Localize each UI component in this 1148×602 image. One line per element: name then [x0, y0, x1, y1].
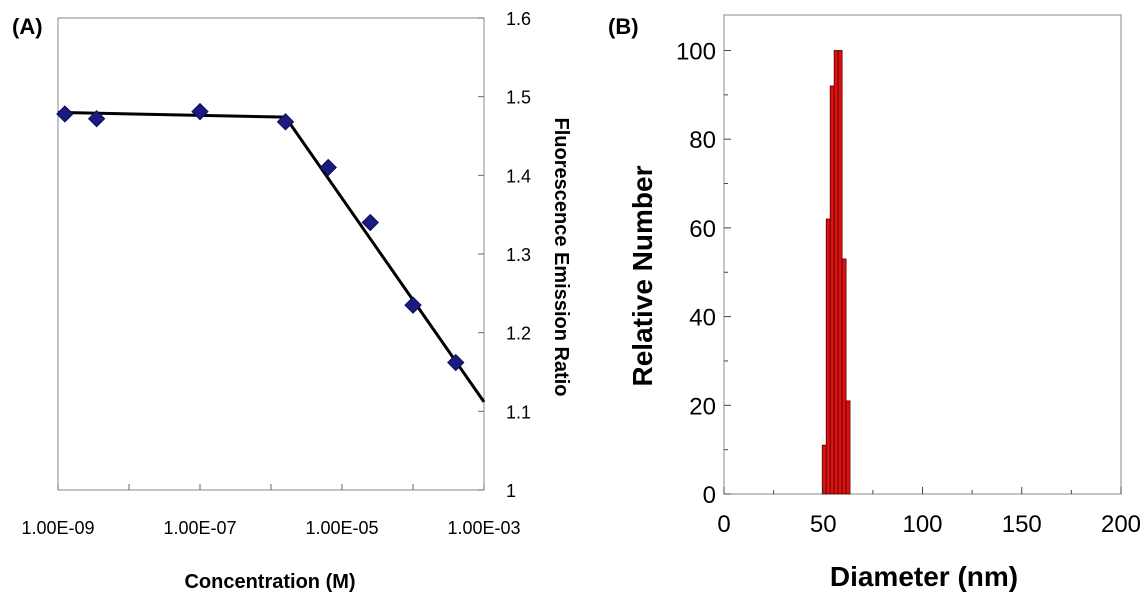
histogram-bar	[833, 50, 839, 495]
data-point-a	[56, 105, 74, 123]
x-axis-title-a: Concentration (M)	[184, 571, 355, 593]
x-tick-label-b: 100	[902, 511, 942, 538]
histogram-bar	[821, 444, 827, 495]
y-tick-label-b: 60	[689, 216, 716, 243]
y-tick-label-b: 80	[689, 127, 716, 154]
y-tick-label-b: 40	[689, 305, 716, 332]
fit-line-a	[57, 110, 486, 403]
data-point-a	[361, 213, 379, 232]
plot-frame-a	[57, 17, 485, 491]
x-tick-label-b: 0	[717, 511, 730, 538]
data-point-a	[276, 113, 295, 131]
y-axis-title-a: Fluorescence Emission Ratio	[550, 118, 572, 397]
y-tick-label-a: 1.6	[506, 9, 531, 29]
histogram-bar	[825, 218, 831, 495]
y-tick-label-a: 1.5	[506, 88, 531, 108]
data-point-a	[191, 102, 209, 121]
histogram-bar	[845, 400, 851, 495]
y-tick-label-a: 1.1	[506, 402, 531, 422]
histogram-bar	[837, 50, 843, 495]
y-tick-label-b: 20	[689, 393, 716, 420]
x-tick-label-b: 50	[810, 511, 837, 538]
y-tick-label-b: 100	[676, 38, 716, 65]
panel-a-fluorescence-chart: (A) 1.00E-09 1.00E-07 1.00E-05 1.00E-03 1 1.…	[12, 9, 572, 593]
panel-label-a: (A)	[12, 14, 43, 39]
data-point-a	[319, 158, 337, 177]
x-tick-label-a: 1.00E-03	[447, 518, 520, 538]
x-tick-label-a: 1.00E-07	[163, 518, 236, 538]
y-tick-label-a: 1	[506, 481, 516, 501]
y-tick-label-a: 1.2	[506, 324, 531, 344]
y-tick-label-a: 1.4	[506, 166, 531, 186]
x-tick-label-b: 200	[1101, 511, 1141, 538]
y-tick-label-a: 1.3	[506, 245, 531, 265]
plot-frame-b	[723, 14, 1122, 495]
x-tick-label-a: 1.00E-05	[305, 518, 378, 538]
data-point-a	[87, 109, 106, 128]
x-axis-title-b: Diameter (nm)	[830, 561, 1018, 592]
y-axis-title-b: Relative Number	[627, 165, 658, 386]
histogram-bar	[829, 85, 835, 495]
x-tick-label-b: 150	[1002, 511, 1042, 538]
histogram-bar	[841, 258, 847, 495]
panel-b-size-distribution-chart: (B) 0 50 100 150 200 0 20 40 60 80 100 Diameter (…	[608, 14, 1141, 592]
panel-label-b: (B)	[608, 14, 639, 39]
y-tick-label-b: 0	[703, 482, 716, 509]
x-tick-label-a: 1.00E-09	[21, 518, 94, 538]
data-point-a	[447, 353, 465, 372]
data-point-a	[404, 296, 422, 314]
